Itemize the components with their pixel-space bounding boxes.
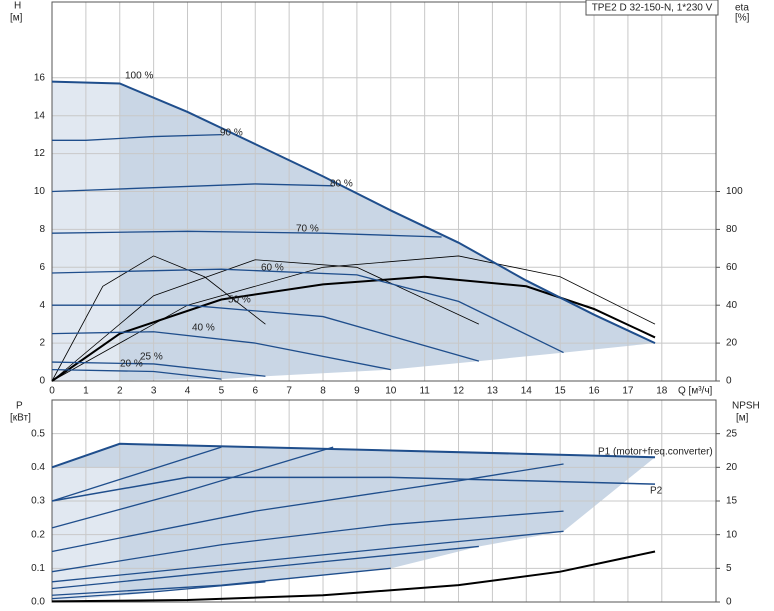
x-tick-label: 17 xyxy=(622,386,634,397)
x-tick-label: 4 xyxy=(185,386,191,397)
y-tick-label: 0.4 xyxy=(31,462,45,473)
eta-curve xyxy=(51,255,656,382)
y2-tick-label: 20 xyxy=(726,462,738,473)
curve-label: 90 % xyxy=(220,128,243,139)
performance-curve xyxy=(51,545,479,590)
x-tick-label: 11 xyxy=(419,386,430,397)
performance-curve xyxy=(52,134,222,141)
x-tick-label: 1 xyxy=(83,386,89,397)
y-tick-label: 4 xyxy=(39,300,45,311)
eta-axis-unit: [%] xyxy=(735,13,750,24)
y-tick-label: 8 xyxy=(39,224,45,235)
x-tick-label: 2 xyxy=(117,386,123,397)
performance-curve xyxy=(51,442,656,469)
x-tick-label: 8 xyxy=(320,386,326,397)
x-tick-label: 18 xyxy=(656,386,668,397)
curve-label: P2 xyxy=(650,486,663,497)
y-tick-label: 0.3 xyxy=(31,496,45,507)
performance-curve xyxy=(51,331,391,371)
y2-tick-label: 25 xyxy=(726,428,738,439)
x-tick-label: 6 xyxy=(252,386,258,397)
x-tick-label: 3 xyxy=(151,386,157,397)
x-axis-label: Q [м³/ч] xyxy=(678,386,713,397)
y-tick-label: 10 xyxy=(34,186,46,197)
y2-tick-label: 40 xyxy=(726,300,738,311)
y-tick-label: 2 xyxy=(39,338,45,349)
npsh-axis-label: NPSH xyxy=(732,401,760,412)
performance-curve xyxy=(51,463,564,553)
y2-tick-label: 0 xyxy=(726,376,732,387)
x-tick-label: 0 xyxy=(49,386,55,397)
performance-curve xyxy=(51,183,334,193)
chart-title: TPE2 D 32-150-N, 1*230 V xyxy=(592,3,713,14)
p2-curve xyxy=(51,476,656,502)
eta-curve xyxy=(51,259,480,382)
y-tick-label: 6 xyxy=(39,262,45,273)
p-axis-label: P xyxy=(16,401,23,412)
performance-curve xyxy=(51,230,442,238)
x-tick-label: 7 xyxy=(286,386,292,397)
curve-label: 50 % xyxy=(228,295,251,306)
npsh-curve xyxy=(51,550,656,603)
y2-tick-label: 0 xyxy=(726,597,732,608)
y2-tick-label: 100 xyxy=(726,186,743,197)
x-tick-label: 14 xyxy=(521,386,533,397)
curve-label: 80 % xyxy=(330,179,353,190)
y2-tick-label: 15 xyxy=(726,496,738,507)
h-axis-label: H xyxy=(14,1,21,12)
npsh-axis-unit: [м] xyxy=(736,413,749,424)
y2-tick-label: 80 xyxy=(726,224,738,235)
curve-label: P1 (motor+freq.converter) xyxy=(598,447,713,458)
x-tick-label: 15 xyxy=(555,386,567,397)
operating-area xyxy=(52,443,656,602)
curve-label: 40 % xyxy=(192,323,215,334)
performance-curve xyxy=(51,530,564,583)
y-tick-label: 14 xyxy=(34,110,46,121)
performance-curve xyxy=(52,304,480,362)
y2-tick-label: 60 xyxy=(726,262,738,273)
y2-tick-label: 10 xyxy=(726,529,738,540)
curve-label: 20 % xyxy=(120,359,143,370)
x-tick-label: 5 xyxy=(219,386,225,397)
curve-label: 60 % xyxy=(261,263,284,274)
eta-axis-label: eta xyxy=(735,3,749,14)
curve-label: 100 % xyxy=(125,71,153,82)
p-axis-unit: [кВт] xyxy=(10,413,31,424)
title-box xyxy=(585,0,719,16)
eta-curve xyxy=(51,255,266,382)
x-tick-label: 10 xyxy=(385,386,397,397)
y2-tick-label: 20 xyxy=(726,338,738,349)
x-tick-label: 16 xyxy=(588,386,600,397)
performance-curve xyxy=(51,446,222,502)
y-tick-label: 12 xyxy=(34,148,46,159)
x-tick-label: 9 xyxy=(354,386,360,397)
y-tick-label: 0.5 xyxy=(31,428,45,439)
curve-label: 70 % xyxy=(296,224,319,235)
performance-curve xyxy=(51,368,222,380)
y-tick-label: 16 xyxy=(34,72,46,83)
y-tick-label: 0.1 xyxy=(31,563,45,574)
performance-curve xyxy=(51,446,334,529)
performance-curve xyxy=(51,268,564,354)
performance-curve xyxy=(51,80,656,345)
performance-curve xyxy=(51,510,564,573)
eta-curve xyxy=(51,275,656,382)
x-tick-label: 12 xyxy=(453,386,465,397)
x-tick-label: 13 xyxy=(487,386,499,397)
performance-curve xyxy=(51,581,266,600)
performance-curve xyxy=(51,361,266,377)
y-tick-label: 0.2 xyxy=(31,529,45,540)
h-axis-unit: [м] xyxy=(10,13,23,24)
curve-label: 25 % xyxy=(140,352,163,363)
y2-tick-label: 5 xyxy=(726,563,732,574)
y-tick-label: 0.0 xyxy=(31,597,45,608)
y-tick-label: 0 xyxy=(39,376,45,387)
